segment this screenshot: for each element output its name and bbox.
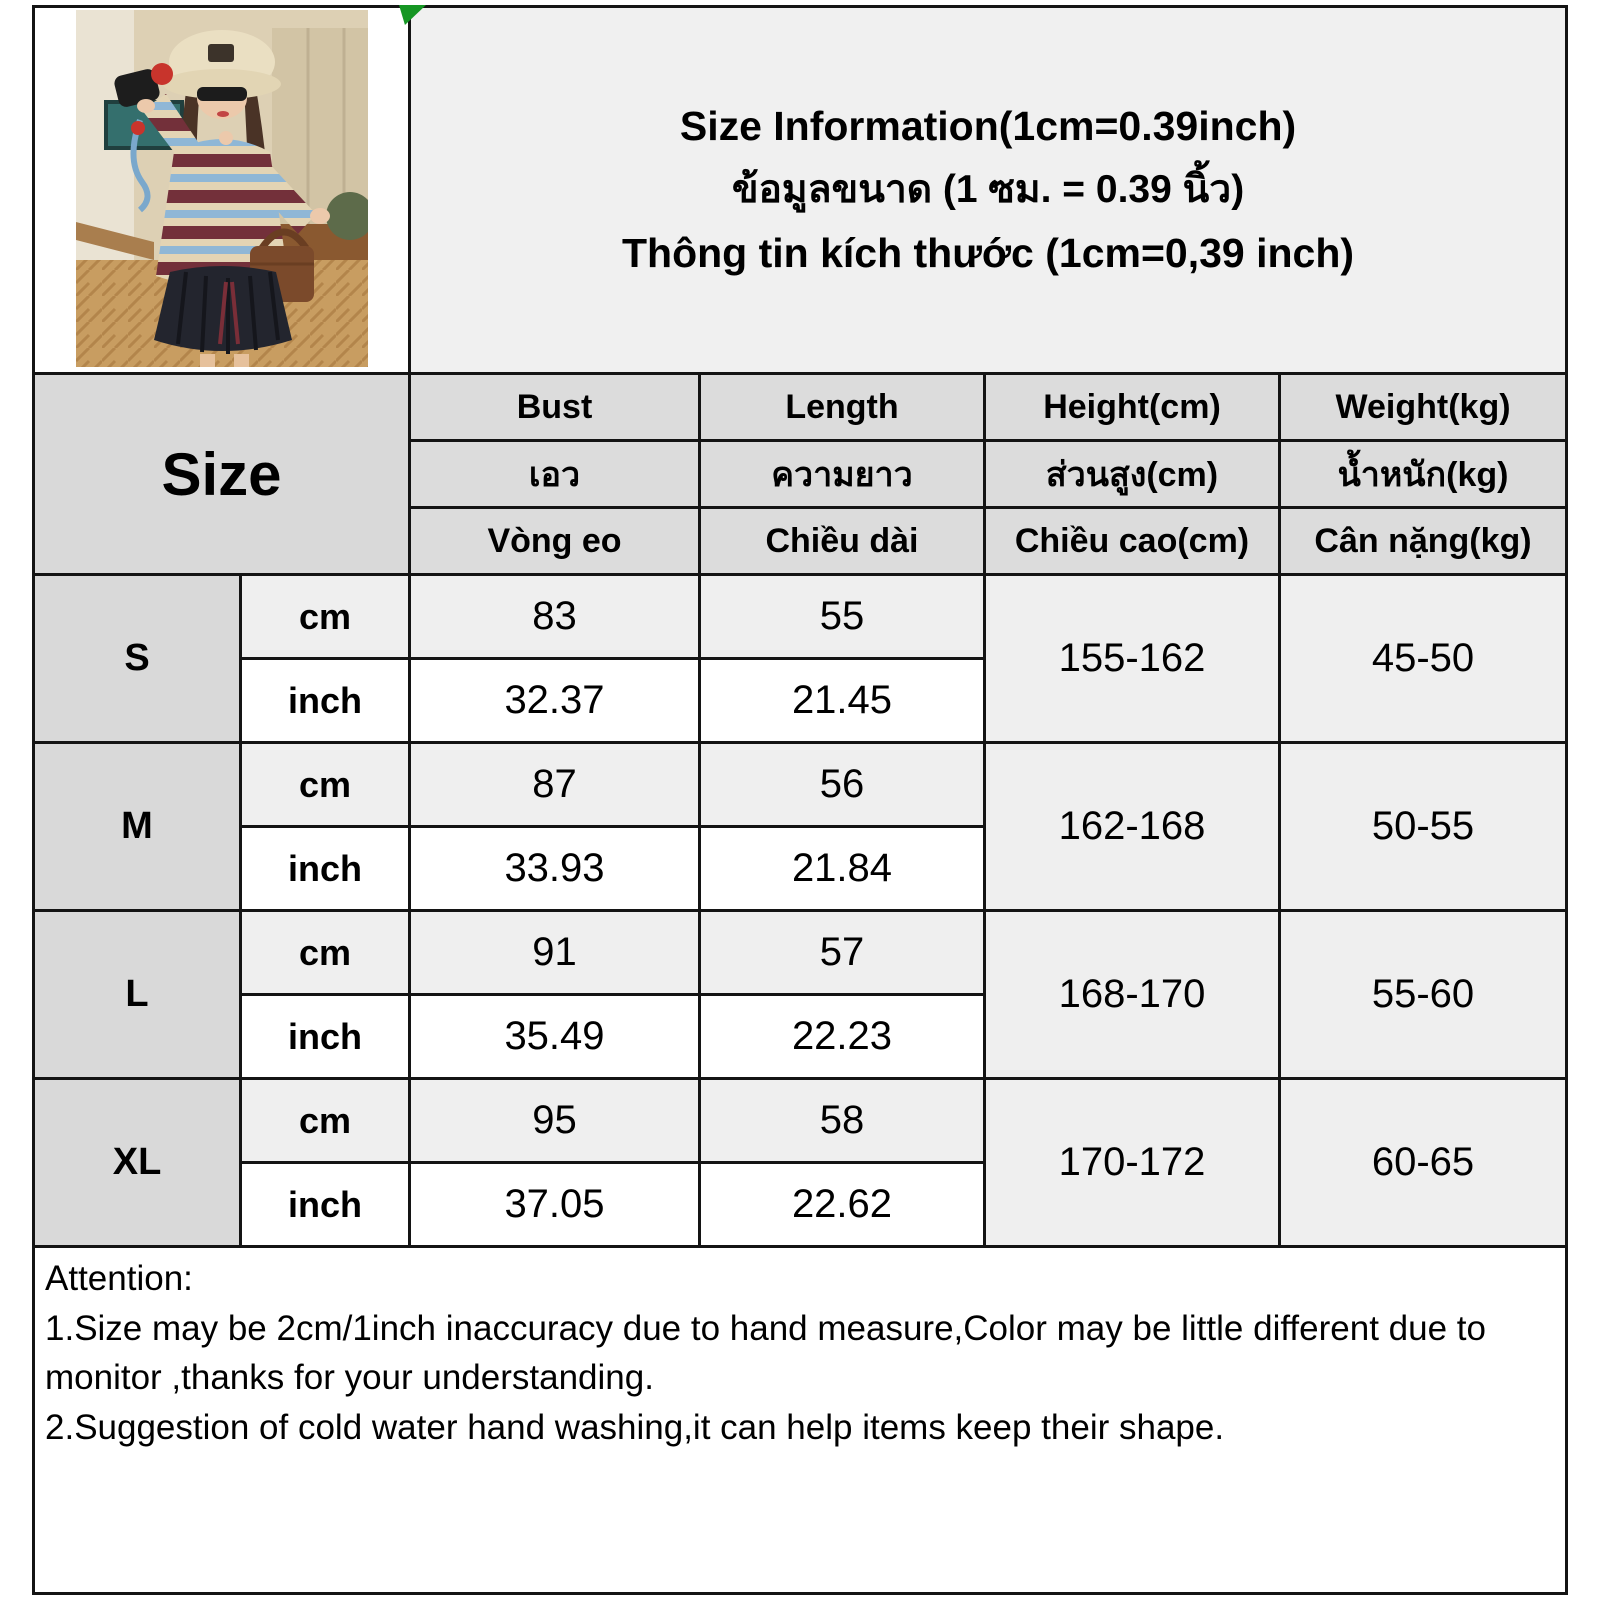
l-length-inch: 22.23 — [698, 993, 986, 1080]
col-weight-vi: Cân nặng(kg) — [1277, 506, 1569, 576]
m-bust-inch: 33.93 — [408, 825, 701, 912]
xl-length-cm: 58 — [698, 1077, 986, 1164]
xl-height: 170-172 — [983, 1077, 1281, 1248]
unit-inch: inch — [239, 825, 411, 912]
xl-bust-inch: 37.05 — [408, 1161, 701, 1248]
attention-heading: Attention: — [45, 1259, 193, 1298]
unit-cm: cm — [239, 1077, 411, 1164]
l-height: 168-170 — [983, 909, 1281, 1080]
m-bust-cm: 87 — [408, 741, 701, 828]
col-bust-vi: Vòng eo — [408, 506, 701, 576]
col-length-th: ความยาว — [698, 439, 986, 509]
top-section: Size Information(1cm=0.39inch) ข้อมูลขนา… — [32, 5, 1569, 375]
title-vietnamese: Thông tin kích thước (1cm=0,39 inch) — [622, 229, 1355, 276]
unit-inch: inch — [239, 1161, 411, 1248]
m-length-cm: 56 — [698, 741, 986, 828]
size-label-m: M — [32, 741, 242, 912]
attention-note-2: 2.Suggestion of cold water hand washing,… — [45, 1408, 1225, 1448]
camera — [113, 69, 160, 107]
xl-bust-cm: 95 — [408, 1077, 701, 1164]
col-height-vi: Chiều cao(cm) — [983, 506, 1281, 576]
row-s-inch: inch 32.37 21.45 — [34, 657, 1567, 744]
xl-length-inch: 22.62 — [698, 1161, 986, 1248]
row-m-inch: inch 33.93 21.84 — [34, 825, 1567, 912]
m-height: 162-168 — [983, 741, 1281, 912]
col-weight-en: Weight(kg) — [1277, 372, 1569, 442]
skirt-drawstring — [217, 281, 240, 345]
title-english: Size Information(1cm=0.39inch) — [679, 103, 1297, 150]
unit-inch: inch — [239, 657, 411, 744]
unit-cm: cm — [239, 573, 411, 660]
col-height-th: ส่วนสูง(cm) — [983, 439, 1281, 509]
col-bust-th: เอว — [408, 439, 701, 509]
col-weight-th: น้ำหนัก(kg) — [1277, 439, 1569, 509]
s-height: 155-162 — [983, 573, 1281, 744]
attention-cell: Attention: 1.Size may be 2cm/1inch inacc… — [31, 1245, 1569, 1595]
size-header: Size — [32, 372, 411, 576]
header-row-english: Size Bust Length Height(cm) Weight(kg) — [32, 372, 1569, 576]
lips — [216, 111, 229, 117]
size-label-l: L — [32, 909, 242, 1080]
row-l-inch: inch 35.49 22.23 — [34, 993, 1567, 1080]
title-thai: ข้อมูลขนาด (1 ซม. = 0.39 นิ้ว) — [731, 168, 1245, 212]
sunglasses — [196, 87, 247, 101]
header-row-thai: เอว ความยาว ส่วนสูง(cm) น้ำหนัก(kg) — [34, 439, 1569, 509]
l-bust-inch: 35.49 — [408, 993, 701, 1080]
size-label-xl: XL — [32, 1077, 242, 1248]
l-length-cm: 57 — [698, 909, 986, 996]
xl-weight: 60-65 — [1277, 1077, 1569, 1248]
size-label-s: S — [32, 573, 242, 744]
hat-logo — [207, 44, 234, 62]
l-bust-cm: 91 — [408, 909, 701, 996]
unit-cm: cm — [239, 741, 411, 828]
unit-inch: inch — [239, 993, 411, 1080]
s-length-cm: 55 — [698, 573, 986, 660]
attention-note-1: 1.Size may be 2cm/1inch inaccuracy due t… — [45, 1308, 1486, 1398]
s-weight: 45-50 — [1277, 573, 1569, 744]
plant — [325, 192, 374, 240]
col-height-en: Height(cm) — [983, 372, 1281, 442]
s-length-inch: 21.45 — [698, 657, 986, 744]
s-bust-inch: 32.37 — [408, 657, 701, 744]
bench — [75, 222, 154, 260]
row-xl-cm: XL cm 95 58 170-172 60-65 — [32, 1077, 1569, 1248]
row-xl-inch: inch 37.05 22.62 — [34, 1161, 1567, 1248]
camera-strap — [129, 119, 150, 213]
m-length-inch: 21.84 — [698, 825, 986, 912]
l-weight: 55-60 — [1277, 909, 1569, 1080]
row-m-cm: M cm 87 56 162-168 50-55 — [32, 741, 1569, 912]
unit-cm: cm — [239, 909, 411, 996]
col-bust-en: Bust — [408, 372, 701, 442]
m-weight: 50-55 — [1277, 741, 1569, 912]
product-photo — [75, 10, 374, 367]
header-row-vietnamese: Vòng eo Chiều dài Chiều cao(cm) Cân nặng… — [34, 506, 1569, 576]
s-bust-cm: 83 — [408, 573, 701, 660]
col-length-vi: Chiều dài — [698, 506, 986, 576]
size-chart-table: Size Information(1cm=0.39inch) ข้อมูลขนา… — [31, 5, 1569, 1595]
row-s-cm: S cm 83 55 155-162 45-50 — [32, 573, 1569, 744]
attention-section: Attention: 1.Size may be 2cm/1inch inacc… — [31, 1245, 1569, 1595]
product-photo-cell — [32, 5, 411, 375]
col-length-en: Length — [698, 372, 986, 442]
title-cell: Size Information(1cm=0.39inch) ข้อมูลขนา… — [407, 5, 1569, 375]
row-l-cm: L cm 91 57 168-170 55-60 — [32, 909, 1569, 1080]
